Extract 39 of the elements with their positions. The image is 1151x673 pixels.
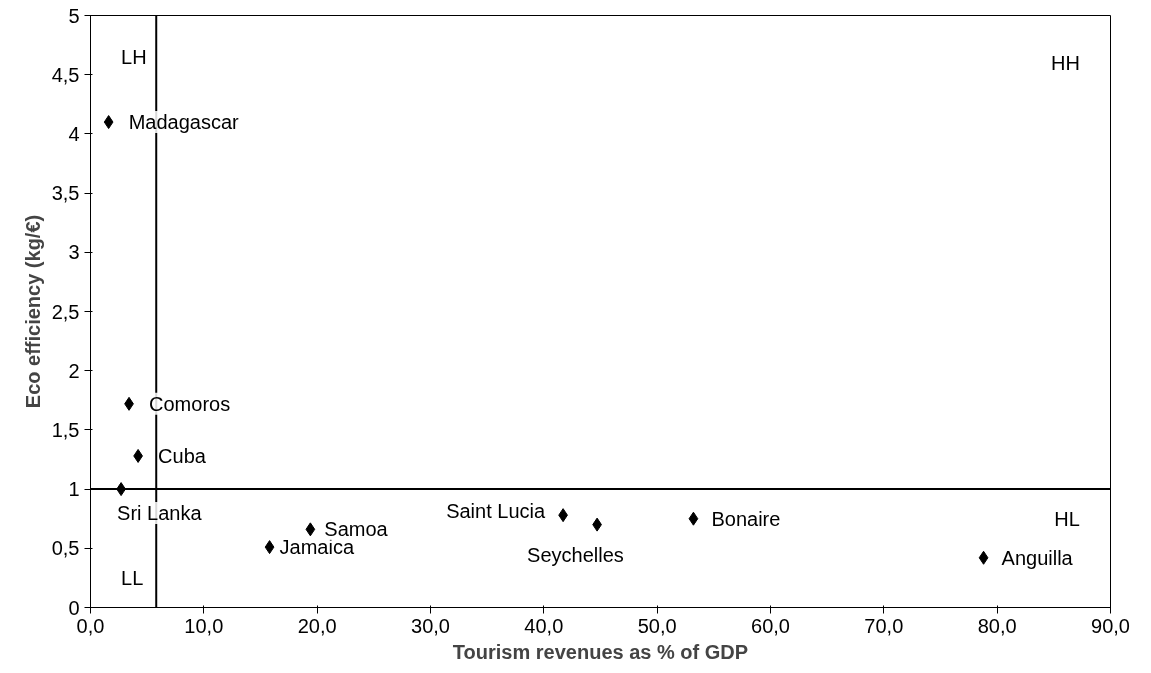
series-label: Sri Lanka: [117, 502, 203, 525]
x-tick-label: 20,0: [297, 614, 337, 637]
point: [978, 550, 989, 565]
series-label: Anguilla: [1001, 546, 1074, 569]
annotation: HH: [1051, 51, 1080, 74]
x-tick-label: 70,0: [864, 614, 904, 637]
y-tick-label: 3,5: [51, 182, 80, 205]
y-tick-label: 4: [68, 122, 80, 145]
x-tick-label: 60,0: [751, 614, 790, 637]
y-tick-label: 1,5: [51, 418, 80, 441]
annotation: LH: [121, 45, 147, 68]
y-tick-label: 3: [68, 241, 80, 264]
series-label: Comoros: [149, 392, 231, 415]
point: [688, 511, 699, 526]
annotation: HL: [1054, 507, 1080, 530]
series-label: Saint Lucia: [446, 500, 546, 523]
annotation: LL: [121, 566, 144, 589]
point: [103, 115, 114, 130]
y-axis-title: Eco efficiency (kg/€): [21, 214, 44, 409]
x-tick-label: 90,0: [1091, 614, 1130, 637]
y-tick-label: 2,5: [51, 300, 80, 323]
x-axis-title: Tourism revenues as % of GDP: [452, 640, 749, 663]
x-tick-label: 10,0: [184, 614, 224, 637]
series-label: Seychelles: [527, 543, 624, 566]
series-label: Cuba: [158, 444, 207, 467]
point: [305, 522, 316, 537]
x-tick-label: 50,0: [637, 614, 677, 637]
y-tick-label: 2: [68, 359, 80, 382]
point: [264, 540, 275, 555]
legend-label: Madagascar: [128, 111, 240, 134]
series-label: Bonaire: [711, 507, 781, 530]
x-tick-label: 40,0: [524, 614, 564, 637]
series-label: Samoa: [324, 518, 389, 541]
x-tick-label: 30,0: [411, 614, 450, 637]
y-tick-label: 0,5: [51, 537, 80, 560]
y-tick-label: 1: [68, 478, 80, 501]
y-tick-label: 4,5: [51, 63, 80, 86]
y-tick-label: 5: [68, 4, 80, 27]
x-tick-label: 80,0: [977, 614, 1017, 637]
